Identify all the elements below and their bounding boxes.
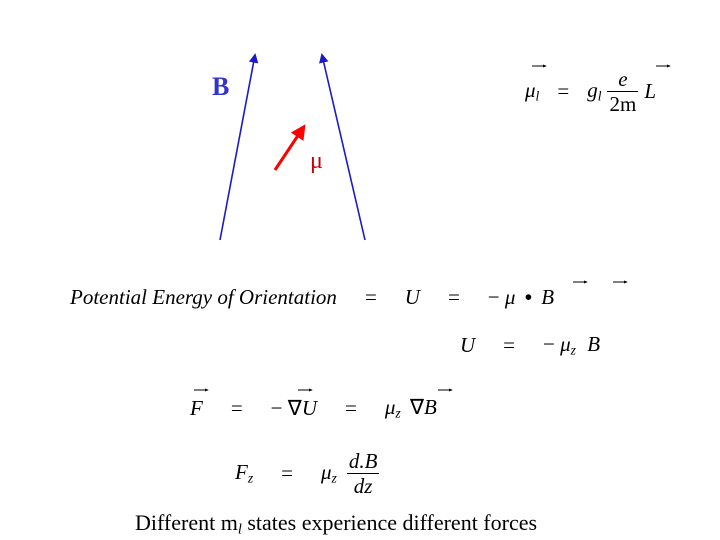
sym-sub-l: l [536, 89, 540, 104]
caption-before: Different m [135, 510, 238, 535]
f-eq1: = [231, 396, 243, 421]
u-eq: = [503, 333, 515, 358]
caption-after: states experience different forces [242, 510, 537, 535]
f-nabla2: ∇ [406, 395, 424, 419]
f-minus: − [271, 396, 283, 420]
sym-mu: μ [525, 78, 536, 102]
pe-B: B [541, 285, 554, 309]
pe-mu: μ [505, 285, 516, 309]
fz-mu: μ [321, 460, 332, 484]
eq-fz: Fz = μz d.B dz [235, 450, 379, 497]
u-z: z [571, 342, 576, 357]
f-F: F [190, 396, 203, 421]
f-eq2: = [345, 396, 357, 421]
eq-mu-l-rhs: gl e 2m L [587, 68, 656, 115]
mu-label-text: μ [310, 148, 323, 174]
mu-arrow [275, 128, 303, 170]
eq-force: F = − ∇U = μz ∇B [190, 395, 437, 421]
f-nabla1: ∇ [288, 396, 302, 420]
caption: Different ml states experience different… [135, 510, 537, 539]
field-line-2 [322, 55, 365, 240]
field-label-text: B [212, 72, 229, 101]
u-minus: − [543, 332, 555, 356]
f-U: U [302, 396, 317, 420]
fz-lhs: Fz [235, 460, 253, 486]
field-label-B: B [212, 72, 229, 102]
eq-mu-l: μl = gl e 2m L [525, 68, 656, 115]
eq-mu-l-lhs: μl [525, 78, 539, 104]
pe-dot: • [521, 285, 536, 309]
frac-den-dz: dz [352, 475, 375, 497]
sym-L: L [644, 79, 656, 104]
fz-zmu: z [332, 471, 337, 486]
u-mu: μ [560, 332, 571, 356]
frac-den: 2m [607, 93, 638, 115]
eq-potential: Potential Energy of Orientation = U = − … [70, 285, 554, 310]
fz-F: F [235, 460, 248, 484]
frac-e-2m: e 2m [607, 68, 638, 115]
f-z: z [395, 405, 400, 420]
fz-zF: z [248, 471, 253, 486]
f-B: B [424, 395, 437, 419]
pe-minus: − [488, 285, 500, 309]
pe-label: Potential Energy of Orientation [70, 285, 337, 310]
f-mid: − ∇U [271, 396, 317, 421]
pe-U: U [405, 285, 420, 310]
eq-u: U = − μz B [460, 332, 600, 358]
mu-label: μ [310, 148, 323, 175]
f-mu: μ [385, 395, 396, 419]
pe-rhs: − μ • B [488, 285, 554, 310]
fz-rhs: μz d.B dz [321, 450, 379, 497]
frac-dBdz: d.B dz [347, 450, 380, 497]
fz-eq: = [281, 461, 293, 486]
sym-g: g [587, 78, 598, 102]
u-B: B [581, 332, 600, 356]
f-rhs: μz ∇B [385, 395, 437, 421]
pe-eq1: = [365, 285, 377, 310]
sym-eq: = [557, 79, 569, 104]
u-U: U [460, 333, 475, 358]
pe-eq2: = [448, 285, 460, 310]
frac-num-dB: d.B [347, 450, 380, 472]
u-rhs: − μz B [543, 332, 600, 358]
frac-num: e [616, 68, 629, 90]
sym-sub-l2: l [598, 89, 602, 104]
